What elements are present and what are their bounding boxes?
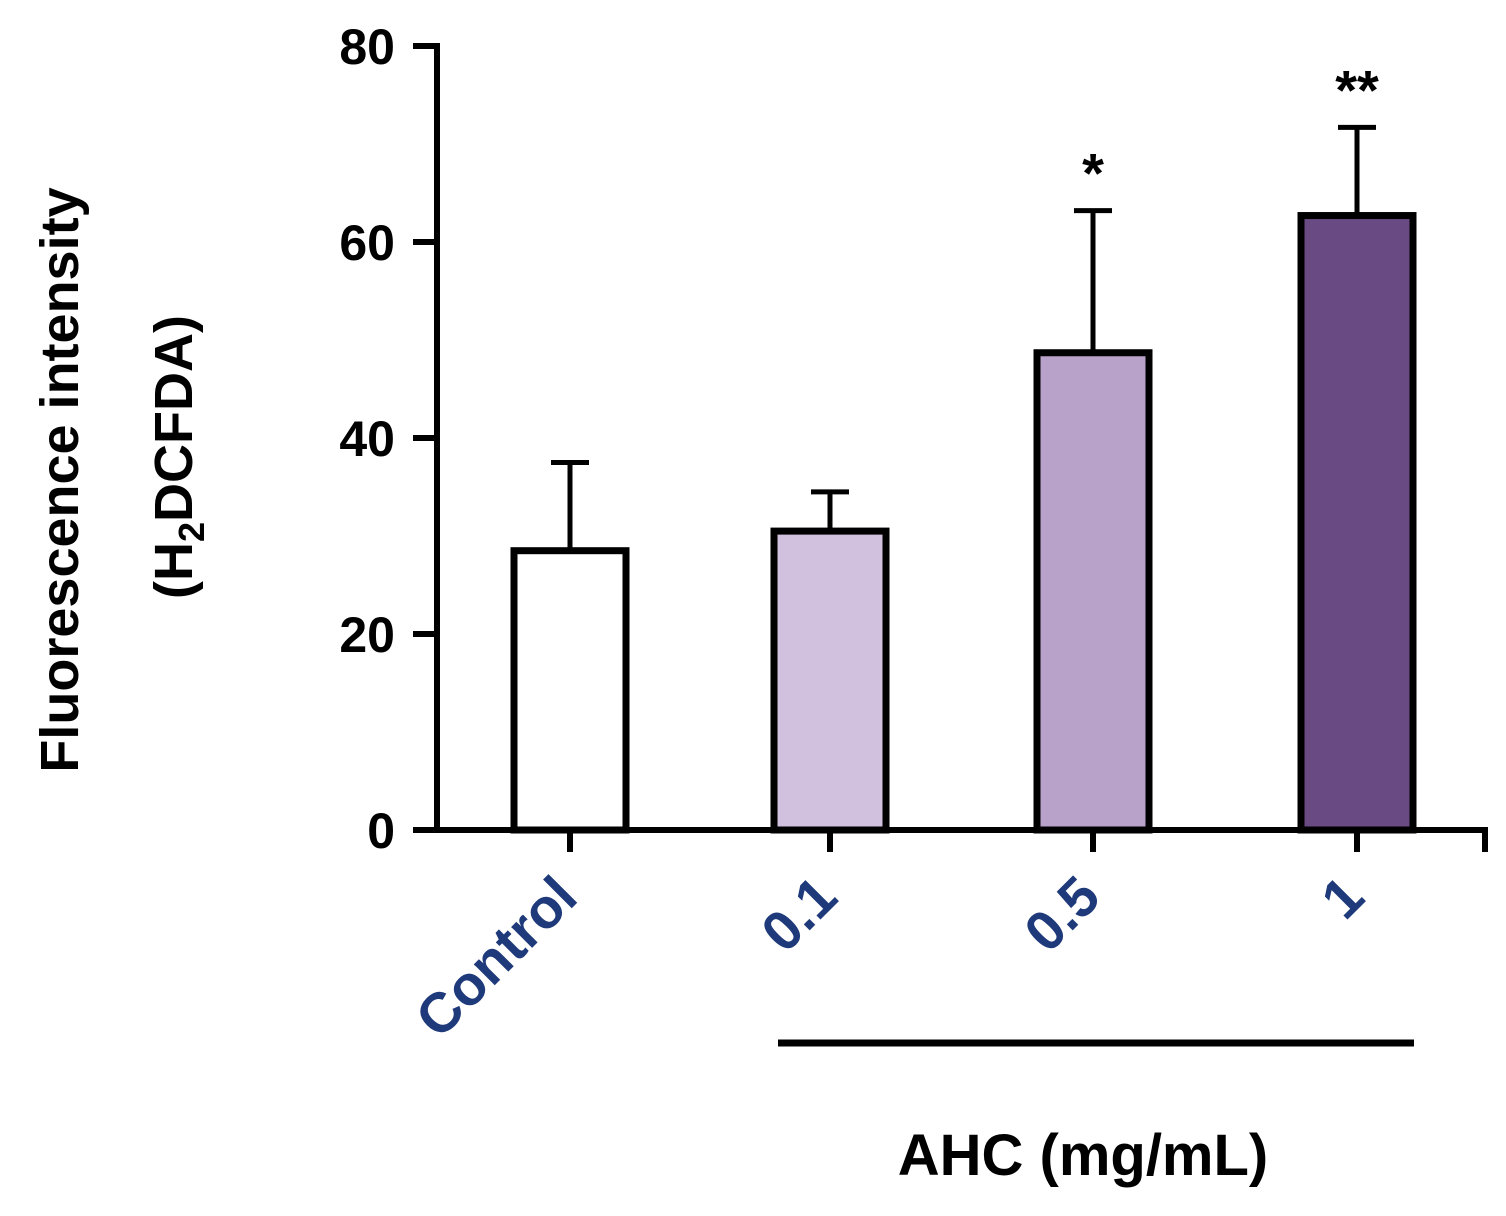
x-category-label-3: 1 bbox=[1309, 864, 1376, 931]
x-category-label-1: 0.1 bbox=[749, 864, 849, 964]
x-category-label-0: Control bbox=[403, 864, 588, 1049]
significance-label-3: ** bbox=[1335, 58, 1379, 121]
bars: *** bbox=[510, 58, 1417, 834]
x-axis: Control 0.1 0.5 1 bbox=[403, 827, 1488, 1049]
y-axis-title: Fluorescence intensity (H2DCFDA) bbox=[30, 187, 212, 772]
bar-0 bbox=[510, 547, 630, 834]
y-axis-title-line1: Fluorescence intensity bbox=[30, 187, 90, 772]
y-tick-label-0: 0 bbox=[367, 803, 395, 859]
bar-2 bbox=[1033, 349, 1153, 834]
group-bracket: AHC (mg/mL) bbox=[778, 1039, 1414, 1188]
group-bracket-label: AHC (mg/mL) bbox=[898, 1123, 1269, 1188]
y-axis: 0 20 40 60 80 bbox=[339, 19, 440, 859]
y-axis-title-line2: (H2DCFDA) bbox=[144, 315, 212, 599]
bar-3 bbox=[1297, 212, 1417, 834]
y-tick-label-20: 20 bbox=[339, 607, 395, 663]
y-axis-title-prefix: (H bbox=[144, 542, 204, 599]
y-tick-label-80: 80 bbox=[339, 19, 395, 75]
significance-label-2: * bbox=[1082, 142, 1104, 205]
x-category-label-2: 0.5 bbox=[1012, 864, 1112, 964]
bar-1 bbox=[770, 527, 890, 834]
y-axis-title-suffix: DCFDA) bbox=[144, 315, 204, 522]
y-tick-label-60: 60 bbox=[339, 215, 395, 271]
y-tick-label-40: 40 bbox=[339, 411, 395, 467]
y-axis-title-subscript: 2 bbox=[171, 522, 212, 542]
